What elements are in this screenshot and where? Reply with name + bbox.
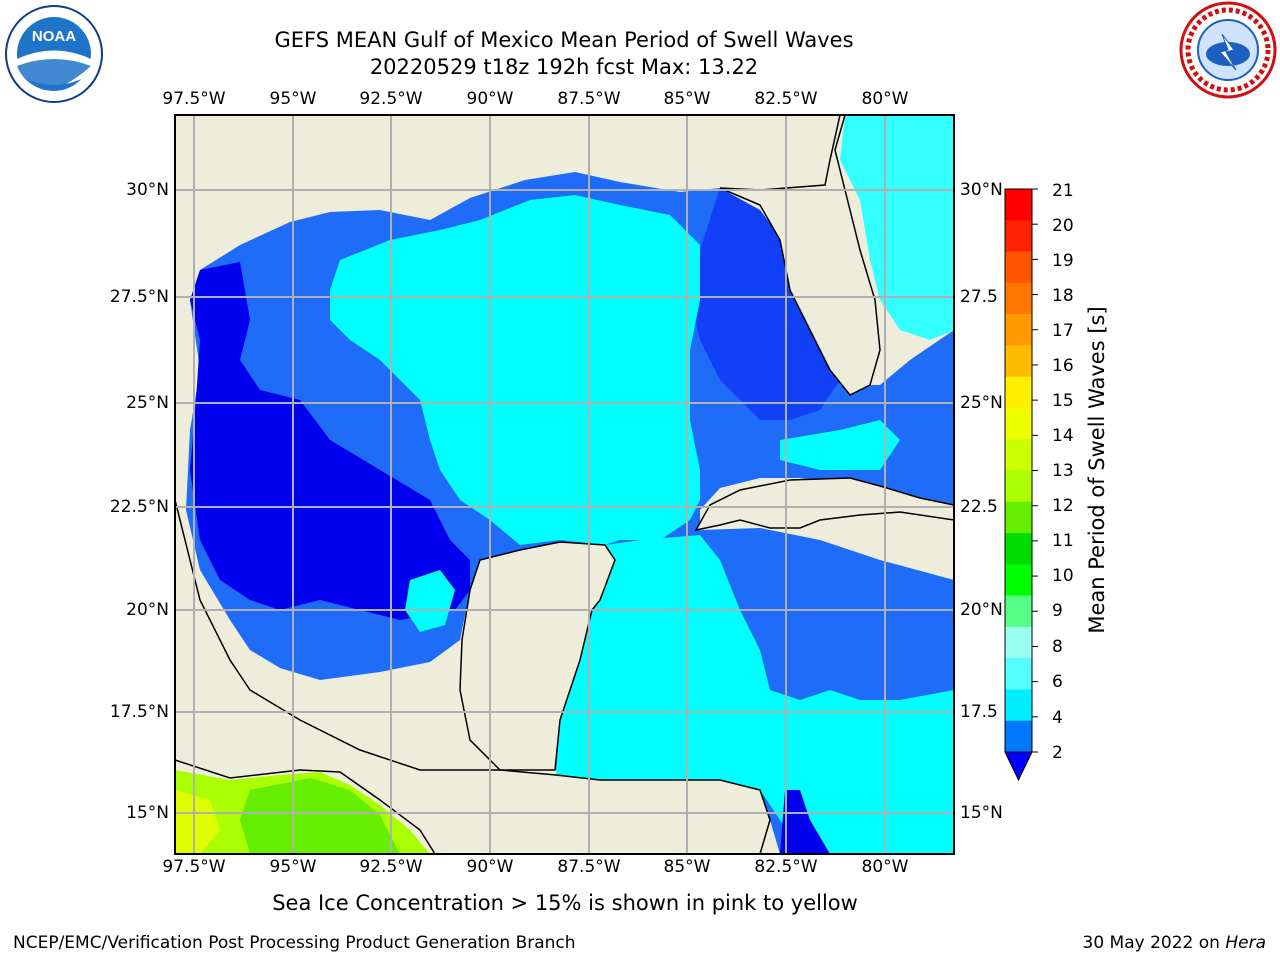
lat-label-left: 27.5°N — [109, 287, 169, 307]
colorbar — [1004, 188, 1038, 782]
colorbar-segment — [1005, 439, 1032, 471]
colorbar-tick-label: 4 — [1052, 708, 1063, 728]
lon-label-top: 82.5°W — [754, 89, 818, 109]
lon-label-bottom: 82.5°W — [754, 857, 818, 877]
lon-label-top: 80°W — [861, 89, 909, 109]
lat-label-left: 15°N — [126, 803, 169, 823]
lon-label-bottom: 80°W — [861, 857, 909, 877]
colorbar-tick-label: 14 — [1052, 426, 1074, 446]
map-area — [175, 115, 954, 854]
lat-label-right: 20°N — [960, 600, 1003, 620]
lat-label-left: 30°N — [126, 180, 169, 200]
central-america-landmass — [175, 499, 771, 854]
lon-label-top: 85°W — [663, 89, 711, 109]
colorbar-tick-label: 8 — [1052, 637, 1063, 657]
pacific-green-core — [240, 778, 400, 854]
footer-credit: NCEP/EMC/Verification Post Processing Pr… — [13, 933, 576, 953]
florida-straits-patch — [780, 420, 900, 470]
cuba-landmass — [694, 477, 954, 532]
colorbar-segment — [1005, 626, 1032, 659]
colorbar-tick-label: 12 — [1052, 496, 1074, 516]
colorbar-segment — [1005, 595, 1032, 628]
atlantic-higher-period — [840, 115, 954, 340]
colorbar-tick-label: 20 — [1052, 216, 1074, 236]
caribbean-higher-period — [556, 535, 954, 854]
lat-label-left: 20°N — [126, 600, 169, 620]
lon-label-bottom: 95°W — [269, 857, 317, 877]
colorbar-segment — [1005, 470, 1032, 503]
lon-label-bottom: 97.5°W — [162, 857, 226, 877]
colorbar-tick-label: 17 — [1052, 321, 1074, 341]
colorbar-segment — [1005, 251, 1032, 284]
footer-host: Hera — [1225, 933, 1266, 953]
eastern-shelf-low-period — [690, 188, 840, 420]
lat-label-right: 15°N — [960, 803, 1003, 823]
chart-subtitle-run: 20220529 t18z 192h fcst Max: 13.22 — [369, 55, 759, 79]
lat-label-left: 17.5°N — [109, 702, 169, 722]
lon-label-top: 92.5°W — [359, 89, 423, 109]
caribbean-shelf-low-period — [780, 790, 830, 854]
lat-label-right: 17.5 — [960, 702, 998, 722]
lat-label-left: 25°N — [126, 393, 169, 413]
lon-label-top: 90°W — [466, 89, 514, 109]
colorbar-segment — [1005, 282, 1032, 315]
colorbar-segment — [1005, 501, 1032, 534]
graticule — [175, 115, 954, 854]
bay-of-campeche-patch — [405, 570, 455, 632]
western-gulf-low-period — [190, 262, 470, 620]
noaa-logo-text: NOAA — [32, 28, 76, 45]
colorbar-segment — [1005, 407, 1032, 440]
footer-date-text: 30 May 2022 on — [1082, 933, 1220, 953]
colorbar-segment — [1005, 376, 1032, 409]
colorbar-segment — [1005, 189, 1032, 221]
colorbar-segment — [1005, 314, 1032, 346]
colorbar-tick-label: 10 — [1052, 566, 1074, 586]
colorbar-tick-label: 19 — [1052, 251, 1074, 271]
lat-label-right: 27.5 — [960, 287, 998, 307]
lon-label-bottom: 85°W — [663, 857, 711, 877]
colorbar-segment — [1005, 220, 1032, 253]
colorbar-tick-label: 13 — [1052, 461, 1074, 481]
sea-ice-note: Sea Ice Concentration > 15% is shown in … — [272, 891, 858, 915]
colorbar-under-arrow — [1004, 751, 1033, 782]
colorbar-tick-label: 18 — [1052, 286, 1074, 306]
lat-label-left: 22.5°N — [109, 497, 169, 517]
chart-title: GEFS MEAN Gulf of Mexico Mean Period of … — [274, 28, 854, 52]
colorbar-segment — [1005, 720, 1032, 753]
colorbar-tick-label: 6 — [1052, 672, 1063, 692]
colorbar-tick-label: 21 — [1052, 181, 1074, 201]
lon-label-top: 97.5°W — [162, 89, 226, 109]
lat-label-right: 25°N — [960, 393, 1003, 413]
colorbar-tick-label: 16 — [1052, 356, 1074, 376]
footer-date: 30 May 2022 on Hera — [1083, 933, 1267, 953]
colorbar-segment — [1005, 658, 1032, 690]
colorbar-segment — [1005, 564, 1032, 597]
colorbar-tick-label: 15 — [1052, 391, 1074, 411]
colorbar-tick-label: 9 — [1052, 601, 1063, 621]
nws-logo — [1179, 1, 1277, 99]
colorbar-tick-label: 2 — [1052, 743, 1063, 763]
colorbar-segment — [1005, 345, 1032, 378]
lon-label-bottom: 92.5°W — [359, 857, 423, 877]
lon-label-top: 87.5°W — [557, 89, 621, 109]
lat-label-right: 22.5 — [960, 497, 998, 517]
colorbar-title: Mean Period of Swell Waves [s] — [1085, 306, 1109, 634]
lat-label-right: 30°N — [960, 180, 1003, 200]
colorbar-segment — [1005, 533, 1032, 565]
colorbar-tick-label: 11 — [1052, 531, 1074, 551]
map-frame — [174, 114, 955, 855]
colorbar-segment — [1005, 689, 1032, 722]
lon-label-top: 95°W — [269, 89, 317, 109]
pacific-yellow-patch — [175, 790, 220, 854]
central-gulf-higher-period — [330, 195, 700, 545]
noaa-logo: NOAA — [5, 5, 103, 103]
lon-label-bottom: 87.5°W — [557, 857, 621, 877]
lon-label-bottom: 90°W — [466, 857, 514, 877]
